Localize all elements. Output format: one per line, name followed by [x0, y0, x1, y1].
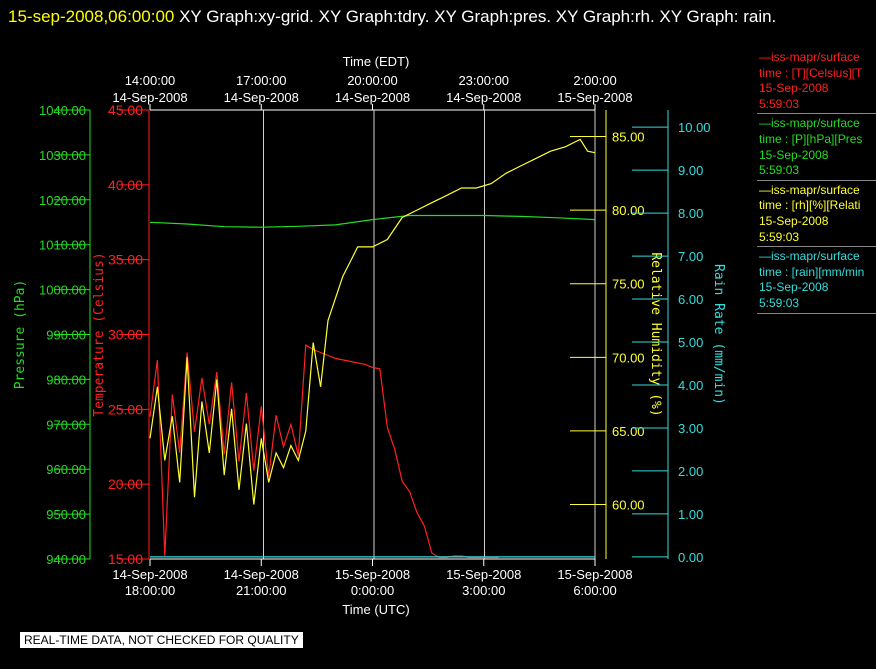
header: 15-sep-2008,06:00:00 XY Graph:xy-grid. X…: [8, 3, 858, 30]
pressure-tick-label: 1010.00: [39, 238, 86, 253]
top-tick-date: 14-Sep-2008: [335, 90, 410, 105]
humidity-series-line: [149, 138, 596, 505]
humidity-axis-label: Relative Humidity (%): [648, 252, 663, 416]
temperature-tick-label: 45.00: [108, 102, 143, 118]
legend-entry: —iss-mapr/surface time : [rain][mm/min 15-…: [757, 247, 876, 314]
legend-entry: —iss-mapr/surface time : [T][Celsius][T 15…: [757, 48, 876, 115]
bottom-tick-date: 15-Sep-2008: [557, 567, 632, 582]
temperature-tick-label: 35.00: [108, 252, 143, 268]
top-tick-date: 15-Sep-2008: [557, 90, 632, 105]
bottom-axis-title: Time (UTC): [342, 602, 409, 617]
pressure-tick-label: 980.00: [46, 372, 86, 387]
humidity-tick-label: 65.00: [612, 424, 645, 439]
rain-tick-label: 3.00: [678, 421, 703, 436]
rain-tick-label: 4.00: [678, 378, 703, 393]
pressure-tick-label: 960.00: [46, 462, 86, 477]
humidity-tick-label: 80.00: [612, 203, 645, 218]
legend-text: 15-Sep-2008: [759, 213, 829, 228]
rain-tick-label: 2.00: [678, 464, 703, 479]
top-tick-time: 14:00:00: [125, 73, 176, 88]
pressure-tick-label: 940.00: [46, 552, 86, 567]
legend-text: 15-Sep-2008: [759, 280, 829, 295]
temperature-tick-label: 20.00: [108, 476, 143, 492]
rain-tick-label: 5.00: [678, 335, 703, 350]
top-tick-time: 20:00:00: [347, 73, 398, 88]
quality-notice: REAL-TIME DATA, NOT CHECKED FOR QUALITY: [20, 632, 303, 648]
rain-tick-label: 0.00: [678, 550, 703, 565]
legend-entry: —iss-mapr/surface time : [P][hPa][Pres 15-…: [757, 114, 876, 181]
rain-axis-label: Rain Rate (mm/min): [711, 264, 726, 405]
legend-text: time : [P][hPa][Pres: [759, 131, 863, 146]
legend-text: 5:59:03: [759, 96, 800, 111]
legend-text: time : [rain][mm/min: [759, 264, 865, 279]
legend-text: —iss-mapr/surface: [759, 249, 860, 264]
top-tick-time: 2:00:00: [573, 73, 616, 88]
pressure-axis-label: Pressure (hPa): [13, 280, 28, 390]
rain-tick-label: 1.00: [678, 507, 703, 522]
bottom-tick-time: 21:00:00: [236, 583, 287, 598]
bottom-tick-time: 18:00:00: [125, 583, 176, 598]
pressure-series-line: [149, 214, 596, 228]
rain-tick-label: 7.00: [678, 249, 703, 264]
temperature-series-line: [149, 343, 499, 559]
pressure-tick-label: 990.00: [46, 328, 86, 343]
pressure-tick-label: 970.00: [46, 417, 86, 432]
top-axis-title: Time (EDT): [343, 54, 410, 69]
bottom-tick-date: 15-Sep-2008: [446, 567, 521, 582]
pressure-tick-label: 1020.00: [39, 193, 86, 208]
pressure-tick-label: 950.00: [46, 507, 86, 522]
legend-text: 5:59:03: [759, 229, 800, 244]
rain-tick-label: 6.00: [678, 292, 703, 307]
legend-text: 5:59:03: [759, 295, 800, 310]
timestamp: 15-sep-2008,06:00:00: [8, 7, 175, 26]
legend-text: —iss-mapr/surface: [759, 50, 860, 64]
legend-text: 5:59:03: [759, 163, 800, 178]
rain-tick-label: 9.00: [678, 163, 703, 178]
rain-tick-label: 10.00: [678, 120, 711, 135]
pressure-tick-label: 1030.00: [39, 148, 86, 163]
temperature-tick-label: 40.00: [108, 177, 143, 193]
legend-entry: —iss-mapr/surface time : [rh][%][Relati 15…: [757, 181, 876, 248]
top-tick-date: 14-Sep-2008: [224, 90, 299, 105]
temperature-axis-label: Temperature (Celsius): [92, 252, 107, 416]
bottom-tick-date: 14-Sep-2008: [112, 567, 187, 582]
legend: —iss-mapr/surface time : [T][Celsius][T 15…: [757, 48, 876, 314]
humidity-tick-label: 85.00: [612, 129, 645, 144]
bottom-tick-date: 15-Sep-2008: [335, 567, 410, 582]
pressure-tick-label: 1000.00: [39, 283, 86, 298]
bottom-tick-time: 6:00:00: [573, 583, 616, 598]
legend-text: 15-Sep-2008: [759, 147, 829, 162]
top-tick-date: 14-Sep-2008: [446, 90, 521, 105]
bottom-tick-date: 14-Sep-2008: [224, 567, 299, 582]
temperature-tick-label: 15.00: [108, 551, 143, 567]
humidity-tick-label: 70.00: [612, 350, 645, 365]
legend-text: —iss-mapr/surface: [759, 116, 860, 131]
humidity-tick-label: 60.00: [612, 498, 645, 513]
top-tick-time: 17:00:00: [236, 73, 287, 88]
top-tick-date: 14-Sep-2008: [112, 90, 187, 105]
graph-titles: XY Graph:xy-grid. XY Graph:tdry. XY Grap…: [179, 7, 777, 26]
bottom-tick-time: 3:00:00: [462, 583, 505, 598]
temperature-tick-label: 25.00: [108, 401, 143, 417]
pressure-tick-label: 1040.00: [39, 103, 86, 118]
legend-text: time : [rh][%][Relati: [759, 198, 861, 213]
bottom-tick-time: 0:00:00: [351, 583, 394, 598]
temperature-tick-label: 30.00: [108, 327, 143, 343]
legend-text: time : [T][Celsius][T: [759, 65, 863, 80]
legend-text: —iss-mapr/surface: [759, 182, 860, 197]
top-tick-time: 23:00:00: [458, 73, 509, 88]
rain-tick-label: 8.00: [678, 206, 703, 221]
legend-text: 15-Sep-2008: [759, 81, 829, 96]
humidity-tick-label: 75.00: [612, 277, 645, 292]
